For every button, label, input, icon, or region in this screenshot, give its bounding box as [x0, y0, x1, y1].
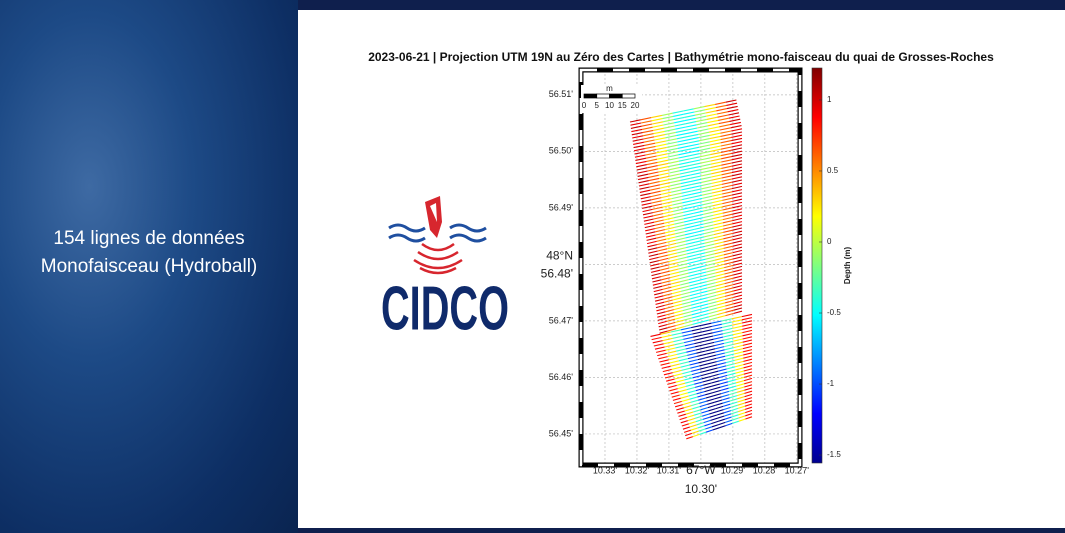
x-tick-label: 10.27' — [785, 465, 810, 475]
scale-bar-segment — [622, 94, 635, 98]
x-tick-label: 10.30' — [685, 482, 717, 496]
x-tick-label: 10.33' — [593, 465, 618, 475]
x-tick-label: 10.29' — [721, 465, 746, 475]
colorbar-tick-label: -0.5 — [827, 308, 841, 317]
chart-title: 2023-06-21 | Projection UTM 19N au Zéro … — [368, 50, 994, 64]
logo-arcs — [414, 244, 462, 273]
colorbar-tick-label: 0.5 — [827, 166, 839, 175]
map-chart: CIDCO 2023-06-21 | Projection UTM 19N au… — [0, 0, 1065, 533]
scale-bar-unit: m — [606, 84, 613, 93]
logo-sail — [425, 196, 442, 238]
x-tick-label: 10.28' — [753, 465, 778, 475]
scale-bar-segment — [584, 94, 597, 98]
y-tick-label: 56.45' — [549, 428, 574, 438]
logo-text: CIDCO — [381, 274, 509, 343]
scale-bar-label: 15 — [618, 101, 627, 110]
colorbar-tick-label: -1 — [827, 379, 835, 388]
y-tick-label: 56.47' — [549, 315, 574, 325]
x-tick-label: 10.32' — [625, 465, 650, 475]
logo-wave — [450, 225, 486, 231]
slide: 154 lignes de données Monofaisceau (Hydr… — [0, 0, 1065, 533]
y-tick-label: 56.51' — [549, 89, 574, 99]
y-tick-label: 56.46' — [549, 372, 574, 382]
colorbar-tick-label: -1.5 — [827, 450, 841, 459]
logo-wave — [389, 225, 425, 231]
logo-wave — [389, 235, 425, 241]
y-tick-label: 56.50' — [549, 146, 574, 156]
colorbar — [812, 68, 822, 463]
scale-bar-label: 5 — [595, 101, 600, 110]
x-tick-label: 10.31' — [657, 465, 682, 475]
scale-bar-label: 10 — [605, 101, 614, 110]
scale-bar-segment — [597, 94, 610, 98]
y-tick-label: 56.48' — [541, 267, 573, 281]
scale-bar-label: 20 — [631, 101, 640, 110]
y-tick-label: 56.49' — [549, 202, 574, 212]
logo-wave — [450, 235, 486, 241]
x-degree-label: 67°W — [686, 463, 716, 477]
colorbar-tick-label: 1 — [827, 95, 832, 104]
colorbar-label: Depth (m) — [843, 247, 852, 285]
y-degree-label: 48°N — [546, 249, 573, 263]
scale-bar-label: 0 — [582, 101, 587, 110]
logo: CIDCO — [381, 196, 509, 343]
colorbar-tick-label: 0 — [827, 237, 832, 246]
scale-bar-segment — [610, 94, 623, 98]
